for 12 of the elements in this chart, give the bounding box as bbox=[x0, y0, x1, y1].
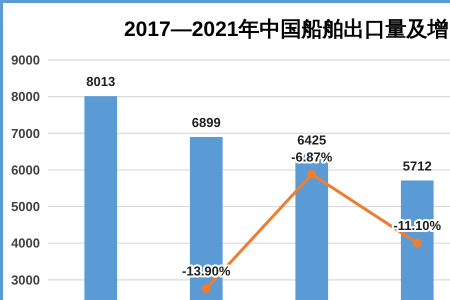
y-tick-label: 6000 bbox=[11, 162, 40, 178]
chart-title: 2017—2021年中国船舶出口量及增 bbox=[124, 18, 448, 41]
y-tick-label: 8000 bbox=[11, 89, 40, 104]
y-tick-label: 9000 bbox=[11, 52, 40, 68]
data-label: 6899 bbox=[192, 114, 221, 130]
y-tick-label: 3000 bbox=[11, 272, 40, 288]
data-label: 8013 bbox=[86, 74, 116, 90]
y-tick-label: 4000 bbox=[11, 236, 40, 251]
data-label: 6425 bbox=[297, 132, 326, 148]
data-label: 5712 bbox=[402, 158, 432, 174]
y-tick-label: 5000 bbox=[11, 199, 40, 214]
y-tick-label: 7000 bbox=[11, 126, 40, 141]
